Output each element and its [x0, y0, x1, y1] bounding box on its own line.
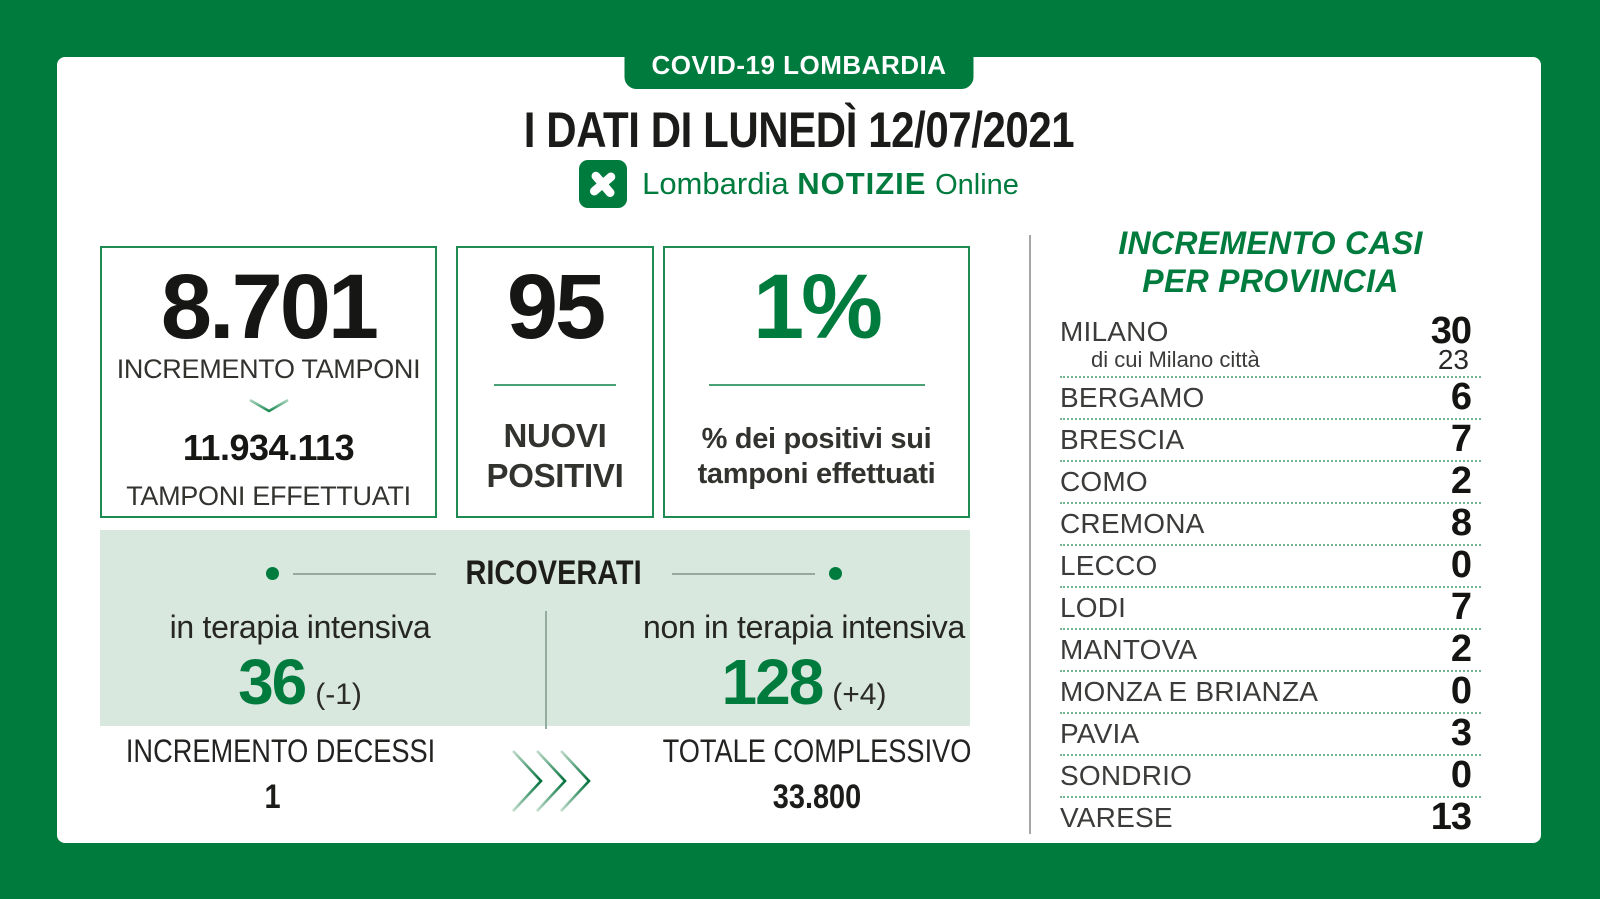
province-value: 6 [1450, 376, 1472, 418]
province-row: LECCO 0 [1060, 544, 1481, 588]
column-separator [1029, 235, 1031, 834]
province-row: SONDRIO 0 [1060, 754, 1481, 798]
province-list: MILANO 30 di cui Milano città 23 BERGAMO 6 BRE… [1060, 310, 1481, 838]
ricoverati-title: RICOVERATI [465, 554, 643, 592]
province-title: INCREMENTO CASI PER PROVINCIA [1118, 225, 1423, 299]
ricoverati-body: in terapia intensiva 36 (-1) non in tera… [100, 609, 970, 729]
tamponi-card: 8.701 INCREMENTO TAMPONI 11.934.113 TAMP… [100, 246, 437, 518]
chevrons-right-icon [512, 750, 591, 812]
nuovi-positivi-card: 95 NUOVI POSITIVI [456, 246, 654, 518]
province-name: BERGAMO [1060, 381, 1205, 413]
terapia-intensiva-delta: (-1) [315, 678, 362, 711]
incremento-decessi-value: 1 [264, 778, 281, 816]
non-terapia-intensiva-delta: (+4) [832, 678, 887, 711]
non-terapia-intensiva-label: non in terapia intensiva [643, 609, 965, 645]
province-row: PAVIA 3 [1060, 712, 1481, 756]
province-value: 7 [1450, 586, 1472, 628]
rosa-camuna-icon [579, 160, 628, 208]
province-row: BERGAMO 6 [1060, 376, 1481, 420]
infographic-card: COVID-19 LOMBARDIA I DATI DI LUNEDÌ 12/0… [57, 41, 1541, 843]
province-value: 8 [1450, 502, 1472, 544]
logo-text: Lombardia NOTIZIE Online [642, 166, 1019, 202]
province-name: MONZA E BRIANZA [1060, 675, 1319, 707]
province-name: BRESCIA [1060, 423, 1185, 455]
ricoverati-panel: RICOVERATI in terapia intensiva 36 (-1) … [100, 530, 970, 729]
province-value: 7 [1450, 418, 1472, 460]
lombardia-notizie-logo: Lombardia NOTIZIE Online [57, 154, 1541, 214]
province-name: MANTOVA [1060, 633, 1198, 665]
incremento-tamponi-value: 8.701 [160, 256, 379, 358]
province-row: MANTOVA 2 [1060, 628, 1481, 672]
province-value: 30 [1430, 310, 1472, 352]
divider-line [494, 384, 616, 387]
province-row: LODI 7 [1060, 586, 1481, 630]
province-name: COMO [1060, 465, 1148, 497]
page-title: I DATI DI LUNEDÌ 12/07/2021 [523, 102, 1075, 158]
province-subrow: di cui Milano città 23 [1060, 343, 1481, 376]
province-row: COMO 2 [1060, 460, 1481, 504]
ricoverati-header: RICOVERATI [266, 554, 842, 593]
non-terapia-intensiva-block: non in terapia intensiva 128 (+4) [547, 609, 970, 729]
totale-complessivo-block: TOTALE COMPLESSIVO 33.800 [622, 733, 1012, 817]
terapia-intensiva-block: in terapia intensiva 36 (-1) [100, 609, 545, 729]
province-row: MONZA E BRIANZA 0 [1060, 670, 1481, 714]
province-value: 0 [1450, 544, 1472, 586]
province-value: 0 [1450, 670, 1472, 712]
nuovi-positivi-value: 95 [506, 256, 606, 358]
header-line [671, 572, 815, 575]
incremento-decessi-block: INCREMENTO DECESSI 1 [100, 733, 445, 817]
province-sub-name: di cui Milano città [1091, 346, 1260, 372]
province-name: PAVIA [1060, 717, 1140, 749]
non-terapia-intensiva-value: 128 [721, 646, 825, 718]
percentuale-positivi-card: 1% % dei positivi sui tamponi effettuati [663, 246, 970, 518]
terapia-intensiva-label: in terapia intensiva [169, 609, 431, 645]
divider-line [708, 384, 925, 387]
province-value: 13 [1430, 796, 1472, 838]
province-panel: INCREMENTO CASI PER PROVINCIA MILANO 30 di… [1060, 225, 1481, 838]
province-name: LECCO [1060, 549, 1158, 581]
logo-suffix: Online [935, 169, 1019, 201]
province-row: MILANO 30 di cui Milano città 23 [1060, 310, 1481, 378]
logo-brand: Lombardia [642, 166, 789, 201]
tamponi-effettuati-value: 11.934.113 [182, 427, 355, 469]
covid-lombardia-badge: COVID-19 LOMBARDIA [624, 41, 974, 89]
province-value: 0 [1450, 754, 1472, 796]
header-line [293, 572, 437, 575]
province-name: CREMONA [1060, 507, 1205, 539]
green-dot-icon [266, 567, 279, 580]
tamponi-effettuati-label: TAMPONI EFFETTUATI [126, 481, 411, 512]
province-name: SONDRIO [1060, 759, 1193, 791]
province-row: BRESCIA 7 [1060, 418, 1481, 462]
totale-complessivo-value: 33.800 [772, 778, 862, 816]
province-row: CREMONA 8 [1060, 502, 1481, 546]
percentuale-value: 1% [753, 256, 883, 358]
province-value: 2 [1450, 460, 1472, 502]
province-name: MILANO [1060, 315, 1169, 347]
vertical-divider [545, 611, 547, 729]
chevron-down-icon [248, 399, 289, 413]
province-name: VARESE [1060, 801, 1173, 833]
incremento-tamponi-label: INCREMENTO TAMPONI [116, 354, 421, 385]
province-name: LODI [1060, 591, 1127, 623]
province-value: 2 [1450, 628, 1472, 670]
green-dot-icon [829, 567, 842, 580]
logo-name: NOTIZIE [797, 166, 927, 201]
percentuale-label: % dei positivi sui tamponi effettuati [697, 423, 936, 491]
incremento-decessi-label: INCREMENTO DECESSI [125, 733, 436, 769]
province-value: 3 [1450, 712, 1472, 754]
province-row: VARESE 13 [1060, 796, 1481, 838]
totale-complessivo-label: TOTALE COMPLESSIVO [662, 733, 972, 769]
terapia-intensiva-value: 36 [238, 646, 307, 718]
nuovi-positivi-label: NUOVI POSITIVI [486, 417, 624, 494]
province-sub-value: 23 [1437, 343, 1469, 375]
